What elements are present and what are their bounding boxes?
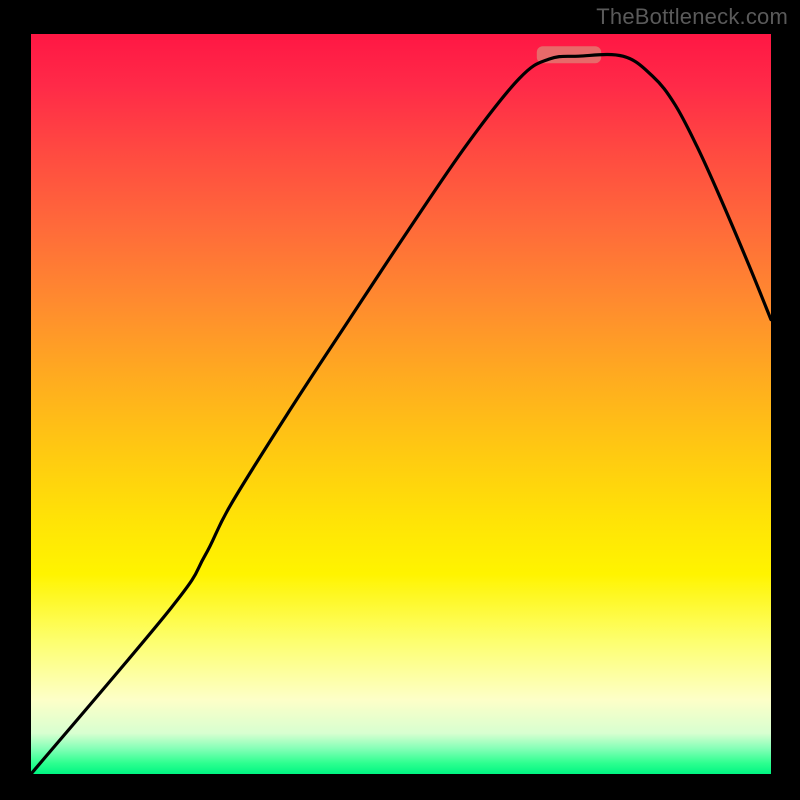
- plot-area: [31, 34, 771, 774]
- chart-outer-frame: TheBottleneck.com: [0, 0, 800, 800]
- bottleneck-chart: [31, 34, 771, 774]
- gradient-background: [31, 34, 771, 774]
- watermark-text: TheBottleneck.com: [596, 4, 788, 30]
